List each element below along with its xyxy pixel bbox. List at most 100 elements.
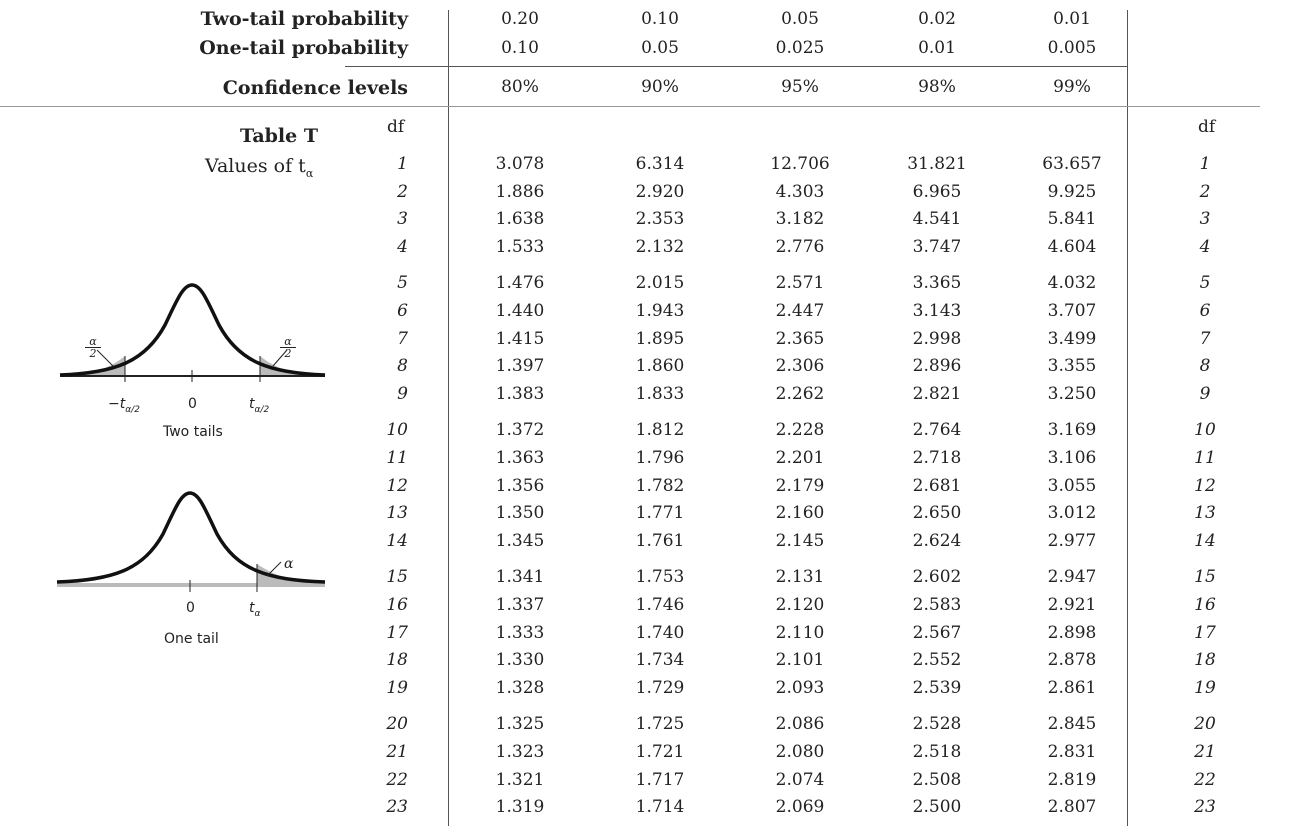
table-cell: 2.776	[775, 236, 825, 257]
table-cell: 2.998	[912, 328, 962, 349]
table-cell: 1.717	[635, 769, 685, 790]
table-cell: 2.650	[912, 503, 962, 524]
table-cell: 2.120	[775, 595, 825, 615]
df-value-left: 22	[386, 769, 408, 790]
table-cell: 1.533	[495, 236, 545, 257]
table-cell: 2.201	[775, 448, 825, 468]
df-value-left: 14	[386, 530, 408, 551]
table-cell: 3.365	[912, 273, 962, 294]
table-cell: 2.101	[775, 650, 825, 671]
table-cell: 1.356	[495, 475, 545, 496]
df-value-right: 6	[1199, 301, 1211, 321]
df-value-right: 18	[1194, 650, 1216, 671]
table-cell: 2.518	[912, 742, 962, 762]
t-alpha-half-label: tα/2	[249, 396, 270, 415]
table-cell: 2.086	[775, 714, 825, 735]
header-two-tail-value: 0.20	[501, 9, 539, 29]
table-cell: 3.499	[1047, 328, 1097, 349]
header-one-tail-value: 0.10	[501, 38, 539, 58]
one-tail-label: One-tail probability	[199, 37, 408, 59]
two-tails-caption: Two tails	[163, 424, 223, 440]
table-cell: 1.341	[495, 567, 545, 588]
table-cell: 12.706	[770, 154, 830, 174]
table-cell: 2.764	[912, 420, 962, 441]
df-value-right: 21	[1194, 742, 1216, 762]
table-cell: 1.943	[635, 301, 685, 321]
right-tail-shade	[260, 356, 325, 376]
table-cell: 9.925	[1047, 181, 1097, 202]
table-cell: 2.539	[912, 677, 962, 698]
table-cell: 2.069	[775, 797, 825, 818]
table-cell: 1.397	[495, 356, 545, 377]
table-cell: 1.319	[495, 797, 545, 818]
df-value-left: 1	[397, 154, 408, 174]
left-tail-shade	[60, 356, 125, 376]
table-cell: 2.262	[775, 383, 825, 404]
table-cell: 2.080	[775, 742, 825, 762]
table-cell: 1.372	[495, 420, 545, 441]
df-value-left: 21	[386, 742, 408, 762]
table-cell: 2.160	[775, 503, 825, 524]
confidence-label: Confidence levels	[222, 77, 408, 99]
table-cell: 2.920	[635, 181, 685, 202]
table-cell: 1.782	[635, 475, 685, 496]
header-two-tail-value: 0.02	[918, 9, 956, 29]
df-value-left: 2	[397, 181, 408, 202]
df-value-left: 17	[386, 622, 408, 643]
one-tail-zero-label: 0	[186, 600, 195, 616]
table-cell: 1.440	[495, 301, 545, 321]
table-cell: 1.895	[635, 328, 685, 349]
table-cell: 1.761	[635, 530, 685, 551]
two-tail-label: Two-tail probability	[200, 8, 408, 30]
table-cell: 3.182	[775, 209, 825, 230]
table-cell: 1.325	[495, 714, 545, 735]
table-cell: 2.093	[775, 677, 825, 698]
df-value-right: 12	[1194, 475, 1216, 496]
table-cell: 2.819	[1047, 769, 1097, 790]
table-cell: 4.541	[912, 209, 962, 230]
table-cell: 2.528	[912, 714, 962, 735]
table-cell: 3.250	[1047, 383, 1097, 404]
table-cell: 2.718	[912, 448, 962, 468]
table-cell: 1.363	[495, 448, 545, 468]
df-value-left: 9	[397, 383, 408, 404]
df-value-right: 23	[1194, 797, 1216, 818]
table-cell: 2.831	[1047, 742, 1097, 762]
df-value-left: 16	[386, 595, 408, 615]
df-header-right: df	[1198, 117, 1216, 137]
table-cell: 1.328	[495, 677, 545, 698]
table-cell: 1.476	[495, 273, 545, 294]
header-confidence-value: 95%	[781, 77, 819, 97]
table-cell: 2.552	[912, 650, 962, 671]
normal-curve	[56, 491, 326, 584]
table-cell: 1.860	[635, 356, 685, 377]
table-cell: 2.500	[912, 797, 962, 818]
table-cell: 2.896	[912, 356, 962, 377]
df-value-left: 8	[397, 356, 408, 377]
table-cell: 1.886	[495, 181, 545, 202]
table-cell: 2.567	[912, 622, 962, 643]
table-cell: 2.878	[1047, 650, 1097, 671]
table-cell: 2.015	[635, 273, 685, 294]
table-cell: 2.861	[1047, 677, 1097, 698]
df-value-left: 18	[386, 650, 408, 671]
table-cell: 3.355	[1047, 356, 1097, 377]
one-tail-figure	[56, 491, 326, 592]
table-cell: 2.845	[1047, 714, 1097, 735]
table-subtitle: Values of tα	[205, 155, 314, 180]
table-cell: 6.314	[635, 154, 685, 174]
table-cell: 2.821	[912, 383, 962, 404]
table-cell: 63.657	[1042, 154, 1102, 174]
table-cell: 3.747	[912, 236, 962, 257]
table-cell: 3.169	[1047, 420, 1097, 441]
df-value-right: 7	[1199, 328, 1211, 349]
table-cell: 2.110	[775, 622, 825, 643]
table-cell: 1.337	[495, 595, 545, 615]
table-cell: 4.604	[1047, 236, 1097, 257]
table-cell: 1.714	[635, 797, 685, 818]
df-value-right: 17	[1194, 622, 1216, 643]
table-cell: 2.921	[1047, 595, 1097, 615]
table-cell: 1.638	[495, 209, 545, 230]
two-tails-figure	[59, 283, 326, 382]
